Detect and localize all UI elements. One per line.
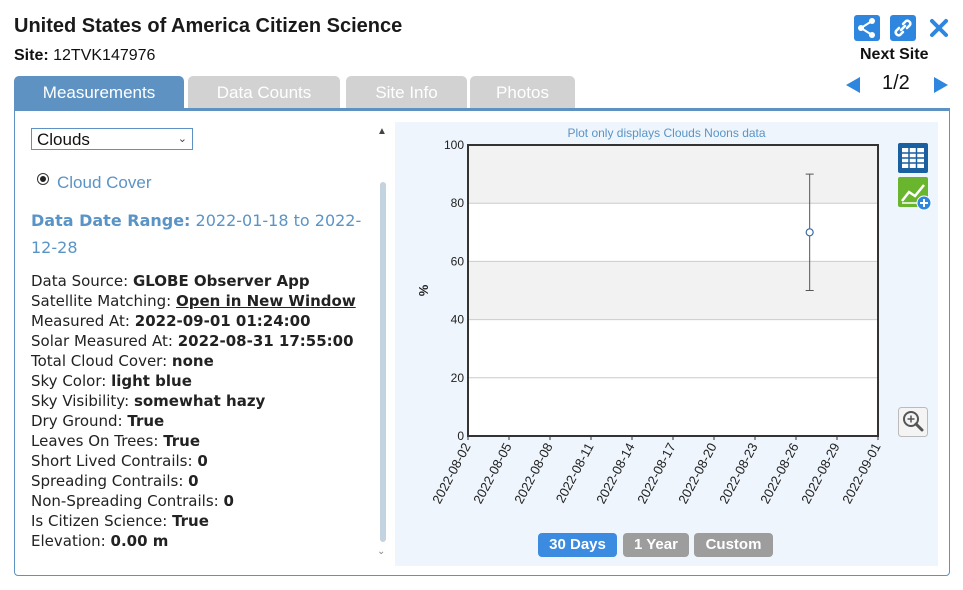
- detail-value: 0.00 m: [110, 532, 169, 550]
- tab-site-info[interactable]: Site Info: [346, 76, 467, 108]
- detail-row: Elevation: 0.00 m: [31, 531, 356, 551]
- plot-note: Plot only displays Clouds Noons data: [567, 126, 766, 140]
- add-chart-icon[interactable]: [898, 177, 932, 211]
- detail-row: Is Citizen Science: True: [31, 511, 356, 531]
- detail-row: Satellite Matching: Open in New Window: [31, 291, 356, 311]
- date-range-value: 2022-01-18 to 2022-12-28: [31, 211, 362, 257]
- detail-label: Is Citizen Science:: [31, 512, 168, 530]
- arrow-right-icon[interactable]: [932, 76, 950, 94]
- measurement-select[interactable]: Clouds ⌄: [31, 128, 193, 150]
- detail-row: Spreading Contrails: 0: [31, 471, 356, 491]
- detail-row: Measured At: 2022-09-01 01:24:00: [31, 311, 356, 331]
- range-30-days-button[interactable]: 30 Days: [538, 533, 617, 557]
- page-title: United States of America Citizen Science: [14, 15, 403, 37]
- detail-label: Short Lived Contrails:: [31, 452, 193, 470]
- detail-label: Non-Spreading Contrails:: [31, 492, 219, 510]
- detail-value: True: [163, 432, 201, 450]
- tab-data-counts[interactable]: Data Counts: [188, 76, 340, 108]
- table-icon[interactable]: [898, 143, 928, 173]
- detail-row: Sky Color: light blue: [31, 371, 356, 391]
- detail-label: Sky Color:: [31, 372, 107, 390]
- detail-row: Non-Spreading Contrails: 0: [31, 491, 356, 511]
- detail-row: Total Cloud Cover: none: [31, 351, 356, 371]
- detail-value: none: [171, 352, 214, 370]
- detail-label: Leaves On Trees:: [31, 432, 159, 450]
- detail-value: light blue: [111, 372, 192, 390]
- scroll-up-arrow[interactable]: ▲: [377, 126, 387, 137]
- site-pager: 1/2: [842, 70, 952, 98]
- detail-row: Solar Measured At: 2022-08-31 17:55:00: [31, 331, 356, 351]
- zoom-in-icon[interactable]: [898, 407, 928, 437]
- detail-label: Spreading Contrails:: [31, 472, 184, 490]
- tab-photos[interactable]: Photos: [470, 76, 575, 108]
- detail-label: Data Source:: [31, 272, 129, 290]
- share-icon[interactable]: [854, 15, 880, 41]
- detail-value: True: [127, 412, 165, 430]
- detail-row: Leaves On Trees: True: [31, 431, 356, 451]
- detail-row: Sky Visibility: somewhat hazy: [31, 391, 356, 411]
- detail-value: 2022-09-01 01:24:00: [134, 312, 311, 330]
- detail-row: Data Source: GLOBE Observer App: [31, 271, 356, 291]
- measurement-details: Data Source: GLOBE Observer App Satellit…: [31, 271, 356, 551]
- measurement-select-value: Clouds: [37, 130, 90, 149]
- site-line: Site: 12TVK147976: [14, 47, 155, 65]
- range-1-year-button[interactable]: 1 Year: [623, 533, 689, 557]
- detail-value: GLOBE Observer App: [132, 272, 310, 290]
- arrow-left-icon[interactable]: [844, 76, 862, 94]
- detail-label: Measured At:: [31, 312, 130, 330]
- chart-area: Plot only displays Clouds Noons data: [395, 122, 938, 566]
- date-range-label: Data Date Range:: [31, 211, 191, 230]
- detail-label: Satellite Matching:: [31, 292, 172, 310]
- site-id: 12TVK147976: [53, 47, 156, 64]
- satellite-matching-link[interactable]: Open in New Window: [176, 292, 356, 310]
- date-range: Data Date Range: 2022-01-18 to 2022-12-2…: [31, 207, 376, 261]
- chevron-down-icon: ⌄: [177, 133, 187, 145]
- detail-label: Elevation:: [31, 532, 106, 550]
- page-indicator: 1/2: [882, 72, 910, 94]
- detail-row: Short Lived Contrails: 0: [31, 451, 356, 471]
- detail-value: 2022-08-31 17:55:00: [177, 332, 354, 350]
- detail-label: Dry Ground:: [31, 412, 123, 430]
- tab-measurements[interactable]: Measurements: [14, 76, 184, 108]
- detail-value: True: [172, 512, 209, 530]
- detail-value: somewhat hazy: [133, 392, 266, 410]
- cloud-cover-label[interactable]: Cloud Cover: [57, 173, 152, 192]
- cloud-cover-radio[interactable]: [37, 173, 49, 185]
- detail-label: Sky Visibility:: [31, 392, 130, 410]
- detail-label: Solar Measured At:: [31, 332, 173, 350]
- next-site-label: Next Site: [860, 46, 929, 63]
- detail-value: 0: [197, 452, 208, 470]
- scrollbar[interactable]: [380, 182, 386, 542]
- site-label: Site:: [14, 47, 49, 64]
- detail-value: 0: [188, 472, 199, 490]
- detail-value: 0: [223, 492, 234, 510]
- detail-label: Total Cloud Cover:: [31, 352, 168, 370]
- range-custom-button[interactable]: Custom: [694, 533, 773, 557]
- detail-row: Dry Ground: True: [31, 411, 356, 431]
- scroll-down-arrow[interactable]: ⌄: [377, 546, 386, 557]
- link-icon[interactable]: [890, 15, 916, 41]
- close-icon[interactable]: [926, 15, 952, 41]
